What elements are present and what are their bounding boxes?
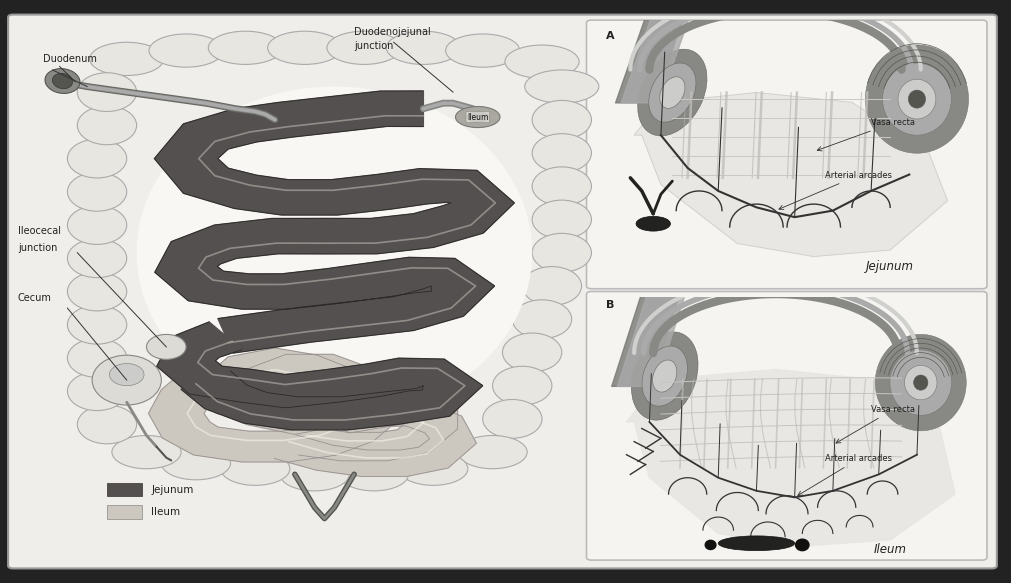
Ellipse shape	[883, 63, 951, 135]
Text: Cecum: Cecum	[18, 293, 52, 303]
Ellipse shape	[268, 31, 342, 65]
Ellipse shape	[876, 335, 967, 431]
Text: Jejunum: Jejunum	[152, 485, 194, 495]
Text: Ileum: Ileum	[152, 507, 181, 517]
Ellipse shape	[68, 372, 126, 410]
Ellipse shape	[77, 73, 136, 111]
Ellipse shape	[532, 167, 591, 206]
Ellipse shape	[796, 539, 809, 551]
Ellipse shape	[280, 458, 349, 491]
Ellipse shape	[467, 112, 488, 122]
Ellipse shape	[908, 90, 925, 108]
Text: Duodenum: Duodenum	[42, 54, 97, 65]
Ellipse shape	[386, 31, 460, 65]
Ellipse shape	[636, 216, 670, 231]
Ellipse shape	[68, 173, 126, 211]
Ellipse shape	[147, 335, 186, 359]
Ellipse shape	[504, 45, 579, 78]
Ellipse shape	[136, 87, 532, 419]
Text: Ileum: Ileum	[467, 113, 488, 121]
Ellipse shape	[865, 45, 969, 153]
Text: Jejunum: Jejunum	[866, 260, 914, 273]
Ellipse shape	[68, 339, 126, 377]
Ellipse shape	[532, 233, 591, 272]
Text: junction: junction	[354, 41, 393, 51]
Ellipse shape	[532, 134, 591, 173]
Ellipse shape	[458, 436, 527, 469]
Polygon shape	[155, 91, 515, 353]
Ellipse shape	[513, 300, 571, 339]
Ellipse shape	[149, 34, 223, 67]
Text: junction: junction	[18, 243, 58, 253]
Ellipse shape	[890, 350, 951, 415]
Polygon shape	[157, 322, 482, 430]
Ellipse shape	[68, 239, 126, 278]
Polygon shape	[274, 400, 476, 476]
Text: B: B	[607, 300, 615, 310]
Ellipse shape	[905, 366, 937, 400]
Ellipse shape	[68, 305, 126, 344]
Ellipse shape	[642, 346, 687, 406]
Ellipse shape	[45, 69, 80, 93]
Ellipse shape	[652, 360, 676, 392]
Ellipse shape	[92, 355, 162, 405]
Text: Ileocecal: Ileocecal	[18, 226, 61, 236]
Polygon shape	[634, 93, 947, 257]
Ellipse shape	[532, 100, 591, 139]
Ellipse shape	[649, 63, 696, 122]
Ellipse shape	[112, 436, 181, 469]
Ellipse shape	[631, 332, 698, 420]
Bar	[107, 505, 142, 519]
Ellipse shape	[208, 31, 282, 65]
Ellipse shape	[914, 375, 928, 390]
Ellipse shape	[68, 139, 126, 178]
Polygon shape	[149, 348, 400, 462]
Text: Arterial arcades: Arterial arcades	[798, 454, 893, 496]
Ellipse shape	[90, 43, 164, 76]
Ellipse shape	[492, 366, 552, 405]
Ellipse shape	[532, 200, 591, 239]
Polygon shape	[627, 370, 955, 547]
Ellipse shape	[68, 206, 126, 244]
Text: Arterial arcades: Arterial arcades	[778, 171, 893, 209]
Ellipse shape	[340, 458, 408, 491]
Ellipse shape	[898, 79, 936, 119]
Ellipse shape	[638, 49, 707, 136]
Ellipse shape	[706, 540, 716, 550]
Ellipse shape	[660, 77, 685, 108]
Ellipse shape	[162, 447, 231, 480]
Ellipse shape	[327, 31, 401, 65]
FancyBboxPatch shape	[586, 20, 987, 289]
Ellipse shape	[398, 452, 468, 485]
Text: Vasa recta: Vasa recta	[817, 118, 915, 151]
Ellipse shape	[220, 452, 290, 485]
Bar	[107, 483, 142, 497]
Ellipse shape	[525, 70, 599, 103]
Ellipse shape	[446, 34, 520, 67]
Text: Vasa recta: Vasa recta	[836, 405, 915, 443]
Ellipse shape	[77, 106, 136, 145]
Text: Duodenojejunal: Duodenojejunal	[354, 27, 431, 37]
FancyBboxPatch shape	[8, 15, 997, 568]
Ellipse shape	[523, 266, 581, 305]
Text: Ileum: Ileum	[874, 543, 907, 556]
Ellipse shape	[109, 364, 144, 386]
Ellipse shape	[718, 536, 795, 551]
Polygon shape	[298, 367, 458, 461]
Ellipse shape	[77, 405, 136, 444]
Ellipse shape	[502, 333, 562, 372]
Text: A: A	[607, 31, 615, 41]
Ellipse shape	[456, 107, 500, 128]
Ellipse shape	[53, 73, 73, 89]
Ellipse shape	[68, 272, 126, 311]
FancyBboxPatch shape	[586, 292, 987, 560]
Ellipse shape	[482, 399, 542, 438]
